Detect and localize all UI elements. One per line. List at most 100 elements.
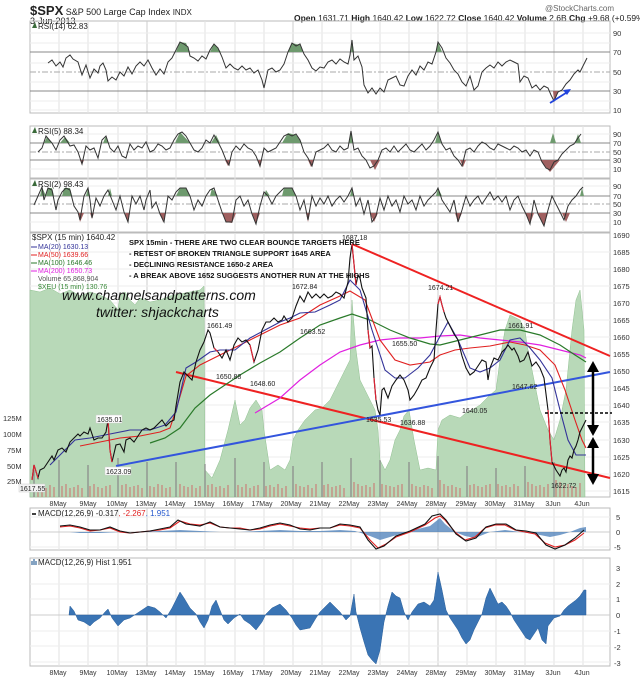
svg-text:30: 30 — [613, 209, 621, 218]
exchange: INDX — [172, 8, 192, 17]
svg-text:100M: 100M — [3, 430, 22, 439]
svg-text:$SPX (15 min) 1640.42: $SPX (15 min) 1640.42 — [32, 233, 116, 242]
svg-text:22May: 22May — [338, 670, 360, 677]
svg-text:14May: 14May — [164, 501, 186, 508]
svg-text:1655.50: 1655.50 — [392, 341, 417, 348]
svg-text:1674.21: 1674.21 — [428, 285, 453, 292]
svg-text:8May: 8May — [49, 501, 67, 508]
svg-text:70: 70 — [613, 48, 621, 57]
svg-text:50M: 50M — [7, 462, 22, 471]
rsi14-label: RSI(14) 62.83 — [38, 22, 88, 31]
svg-text:10May: 10May — [106, 670, 128, 677]
macd-label: MACD(12,26,9) -0.317, -2.267, 1.951 — [38, 509, 171, 518]
svg-text:24May: 24May — [396, 501, 418, 508]
ma100-line — [149, 313, 587, 444]
svg-text:1661.91: 1661.91 — [508, 323, 533, 330]
svg-text:1645: 1645 — [613, 384, 630, 393]
svg-text:3Jun: 3Jun — [545, 501, 560, 508]
analysis-annotation: SPX 15min - THERE ARE TWO CLEAR BOUNCE T… — [129, 238, 370, 280]
svg-text:1635: 1635 — [613, 418, 630, 427]
svg-text:1690: 1690 — [613, 231, 630, 240]
rsi14-levels — [30, 32, 610, 111]
svg-text:1650: 1650 — [613, 367, 630, 376]
svg-text:1655: 1655 — [613, 350, 630, 359]
svg-text:10: 10 — [613, 165, 621, 174]
twitter-watermark: twitter: shjackcharts — [96, 304, 219, 320]
triangle-support-line — [115, 371, 611, 467]
price-pivot-labels: 1617.55 1635.01 1623.09 1661.49 1650.88 … — [18, 235, 576, 493]
svg-text:31May: 31May — [513, 670, 535, 677]
svg-text:13May: 13May — [135, 670, 157, 677]
svg-text:1640: 1640 — [613, 401, 630, 410]
arrow-down-icon — [587, 474, 599, 485]
svg-text:-3: -3 — [614, 659, 621, 668]
svg-text:21May: 21May — [309, 501, 331, 508]
watermark: @StockCharts.com — [545, 4, 615, 13]
right-axis-labels: 90 70 50 30 10 90 70 50 30 10 90 70 50 3… — [613, 29, 630, 668]
svg-text:1648.60: 1648.60 — [250, 381, 275, 388]
indicator-icon — [31, 22, 37, 565]
svg-text:10May: 10May — [106, 501, 128, 508]
arrow-up-icon — [587, 437, 599, 448]
rsi14-series — [47, 39, 588, 104]
svg-text:10: 10 — [613, 218, 621, 227]
svg-text:5: 5 — [616, 513, 620, 522]
svg-text:31May: 31May — [513, 501, 535, 508]
svg-text:50: 50 — [613, 68, 621, 77]
svg-text:3Jun: 3Jun — [545, 670, 560, 677]
svg-text:13May: 13May — [135, 501, 157, 508]
svg-text:1636.88: 1636.88 — [400, 420, 425, 427]
svg-text:4Jun: 4Jun — [574, 670, 589, 677]
chart-title: $SPX S&P 500 Large Cap Index INDX — [30, 3, 192, 18]
svg-text:1640.05: 1640.05 — [462, 408, 487, 415]
macd-hist-label: MACD(12,26,9) Hist 1.951 — [38, 558, 132, 567]
svg-text:MA(100) 1646.46: MA(100) 1646.46 — [38, 260, 92, 267]
svg-text:1647.62: 1647.62 — [512, 384, 537, 391]
bounce-target-arrows — [545, 361, 612, 485]
rsi5-label: RSI(5) 88.34 — [38, 127, 84, 136]
svg-text:15May: 15May — [193, 670, 215, 677]
svg-text:4Jun: 4Jun — [574, 501, 589, 508]
svg-text:1665: 1665 — [613, 316, 630, 325]
website-watermark: www.channelsandpatterns.com — [62, 287, 256, 303]
svg-text:1685: 1685 — [613, 248, 630, 257]
svg-text:-1: -1 — [614, 627, 621, 636]
svg-text:70: 70 — [613, 192, 621, 201]
svg-text:0: 0 — [616, 611, 620, 620]
svg-text:1661.49: 1661.49 — [207, 323, 232, 330]
svg-text:1680: 1680 — [613, 265, 630, 274]
svg-text:1617.55: 1617.55 — [20, 486, 45, 493]
svg-text:20May: 20May — [280, 670, 302, 677]
svg-text:14May: 14May — [164, 670, 186, 677]
svg-text:75M: 75M — [7, 446, 22, 455]
svg-text:-2: -2 — [614, 643, 621, 652]
svg-text:SPX 15min - THERE ARE TWO CLEA: SPX 15min - THERE ARE TWO CLEAR BOUNCE T… — [129, 238, 360, 247]
svg-text:10: 10 — [613, 106, 621, 115]
volume-axis-labels: 125M 100M 75M 50M 25M — [3, 414, 22, 486]
svg-text:1663.52: 1663.52 — [300, 329, 325, 336]
svg-text:1623.09: 1623.09 — [106, 469, 131, 476]
svg-text:30May: 30May — [484, 670, 506, 677]
svg-text:16May: 16May — [222, 501, 244, 508]
svg-text:$XEU (15 min) 130.76: $XEU (15 min) 130.76 — [38, 284, 107, 291]
svg-text:23May: 23May — [367, 670, 389, 677]
arrow-up-icon — [587, 361, 599, 372]
macd-series — [30, 513, 610, 550]
svg-text:20May: 20May — [280, 501, 302, 508]
svg-text:90: 90 — [613, 130, 621, 139]
svg-text:1672.84: 1672.84 — [292, 284, 317, 291]
svg-text:25M: 25M — [7, 477, 22, 486]
xeu-area — [29, 285, 586, 498]
ma20-line — [49, 279, 586, 466]
svg-text:1615: 1615 — [613, 487, 630, 496]
svg-text:- A BREAK ABOVE 1652 SUGGESTS: - A BREAK ABOVE 1652 SUGGESTS ANOTHER RU… — [129, 271, 370, 280]
svg-text:29May: 29May — [455, 670, 477, 677]
svg-text:1635.01: 1635.01 — [97, 417, 122, 424]
svg-text:15May: 15May — [193, 501, 215, 508]
svg-text:-5: -5 — [614, 543, 621, 552]
symbol: $SPX — [30, 3, 64, 18]
svg-text:2: 2 — [616, 580, 620, 589]
rsi2-series — [33, 185, 584, 228]
svg-text:1630: 1630 — [613, 436, 630, 445]
